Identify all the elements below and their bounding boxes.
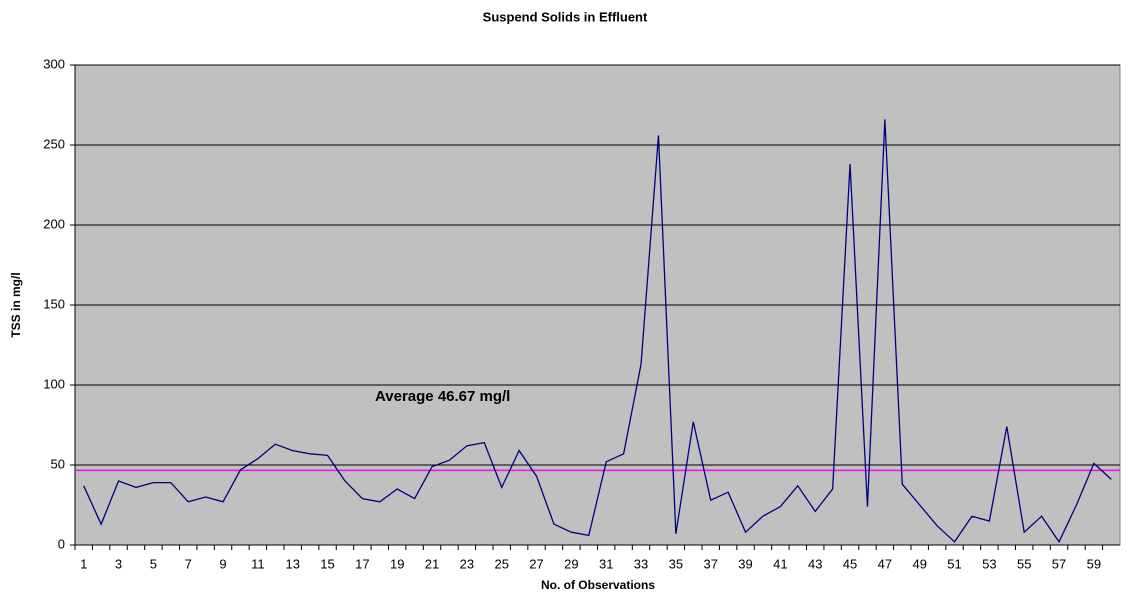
x-tick-label: 39 (738, 556, 752, 571)
y-tick-label: 250 (43, 136, 65, 151)
x-tick-label: 49 (912, 556, 926, 571)
x-tick-label: 21 (425, 556, 439, 571)
x-tick-label: 37 (703, 556, 717, 571)
x-tick-label: 7 (185, 556, 192, 571)
chart-title: Suspend Solids in Effluent (483, 9, 648, 24)
y-tick-label: 50 (51, 456, 65, 471)
x-tick-label: 11 (251, 556, 265, 571)
x-tick-label: 45 (843, 556, 857, 571)
y-tick-label: 100 (43, 376, 65, 391)
x-tick-label: 47 (878, 556, 892, 571)
x-tick-label: 51 (947, 556, 961, 571)
x-axis-label: No. of Observations (541, 578, 655, 592)
x-tick-label: 3 (115, 556, 122, 571)
y-axis-label: TSS in mg/l (9, 272, 23, 337)
x-tick-label: 57 (1052, 556, 1066, 571)
y-tick-label: 0 (58, 536, 65, 551)
x-tick-label: 41 (773, 556, 787, 571)
x-tick-label: 1 (80, 556, 87, 571)
x-tick-label: 33 (634, 556, 648, 571)
x-tick-label: 23 (460, 556, 474, 571)
average-annotation: Average 46.67 mg/l (375, 388, 510, 405)
x-tick-label: 5 (150, 556, 157, 571)
x-tick-label: 53 (982, 556, 996, 571)
x-tick-label: 15 (320, 556, 334, 571)
x-tick-label: 29 (564, 556, 578, 571)
x-tick-label: 9 (219, 556, 226, 571)
x-tick-label: 19 (390, 556, 404, 571)
x-tick-label: 43 (808, 556, 822, 571)
x-tick-label: 59 (1087, 556, 1101, 571)
y-tick-label: 200 (43, 216, 65, 231)
x-tick-label: 31 (599, 556, 613, 571)
x-tick-label: 27 (529, 556, 543, 571)
x-tick-label: 25 (494, 556, 508, 571)
x-tick-label: 35 (669, 556, 683, 571)
y-tick-label: 150 (43, 296, 65, 311)
x-tick-label: 17 (355, 556, 369, 571)
y-tick-label: 300 (43, 56, 65, 71)
x-tick-label: 55 (1017, 556, 1031, 571)
x-tick-label: 13 (285, 556, 299, 571)
data-line (83, 119, 1112, 544)
